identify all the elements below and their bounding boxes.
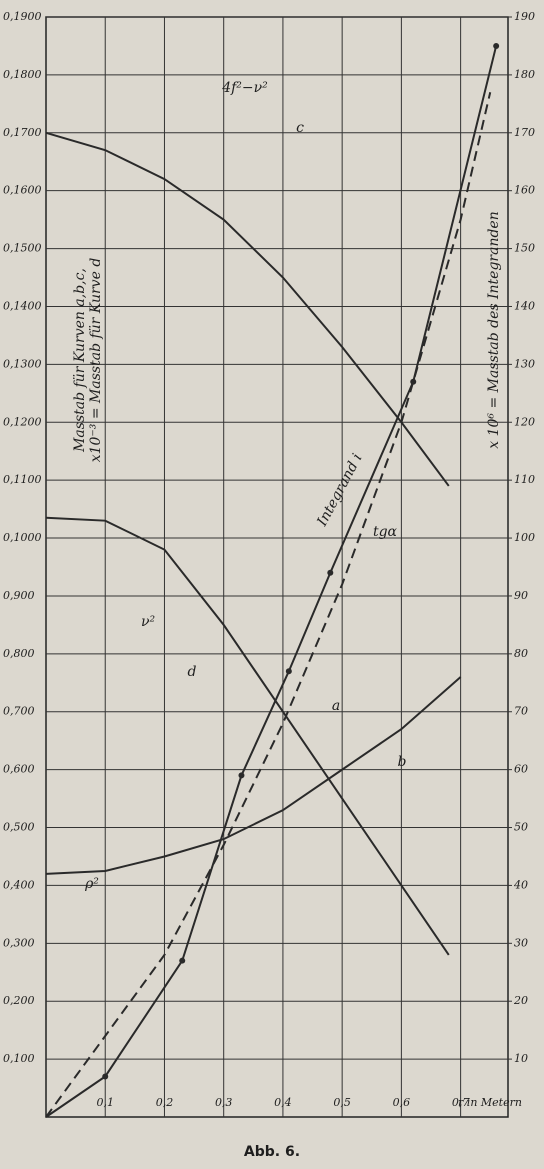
y-axis-label: Masstab für Kurven a,b,c, bbox=[72, 268, 88, 453]
y-tick-label: 0,400 bbox=[3, 878, 35, 891]
y2-tick-label: 20 bbox=[513, 994, 528, 1007]
caption: Abb. 6. bbox=[244, 1144, 300, 1160]
y2-tick-label: 140 bbox=[514, 299, 535, 312]
curve bbox=[45, 131, 450, 487]
y2-tick-label: 50 bbox=[514, 821, 528, 834]
y-axis-label: x10⁻³ = Masstab für Kurve d bbox=[88, 258, 104, 463]
annotation: 4f²−ν² bbox=[221, 80, 268, 96]
y-tick-label: 0,300 bbox=[3, 936, 35, 949]
y-tick-label: 0,200 bbox=[3, 994, 35, 1007]
y-tick-label: 0,800 bbox=[3, 647, 35, 660]
y-tick-label: 0,1800 bbox=[3, 68, 42, 81]
curve bbox=[45, 92, 492, 1118]
annotation: ρ² bbox=[84, 876, 99, 892]
y2-tick-label: 70 bbox=[514, 705, 528, 718]
y2-tick-label: 110 bbox=[514, 473, 535, 486]
y2-tick-label: 180 bbox=[514, 68, 535, 81]
y2-tick-label: 130 bbox=[514, 357, 535, 370]
y2-tick-label: 80 bbox=[514, 647, 528, 660]
y2-tick-label: 120 bbox=[514, 415, 535, 428]
y-tick-label: 0,1400 bbox=[3, 299, 42, 312]
y-tick-label: 0,1100 bbox=[3, 473, 42, 486]
y-tick-label: 0,900 bbox=[3, 589, 35, 602]
x-tick-label: 0,5 bbox=[333, 1096, 351, 1109]
y2-tick-label: 190 bbox=[514, 10, 535, 23]
curve bbox=[45, 676, 462, 875]
y-tick-label: 0,1300 bbox=[3, 357, 42, 370]
x-tick-label: 0,3 bbox=[215, 1096, 233, 1109]
y2-tick-label: 90 bbox=[514, 589, 528, 602]
y2-tick-label: 30 bbox=[514, 936, 528, 949]
x-tick-label: 0,1 bbox=[96, 1096, 114, 1109]
curve bbox=[45, 516, 450, 956]
y-tick-label: 0,1500 bbox=[3, 242, 42, 255]
annotation: ν² bbox=[141, 614, 156, 630]
curve bbox=[45, 45, 498, 1118]
series-label: d bbox=[188, 664, 197, 680]
series-label: b bbox=[398, 754, 407, 770]
y-tick-label: 0,1700 bbox=[3, 126, 42, 139]
point bbox=[493, 42, 500, 49]
y-tick-label: 0,1600 bbox=[3, 184, 42, 197]
point bbox=[410, 378, 417, 385]
point bbox=[102, 1073, 109, 1080]
y2-axis-label: x 10⁶ = Masstab des Integranden bbox=[486, 211, 502, 448]
point bbox=[179, 957, 186, 964]
point bbox=[285, 668, 292, 675]
point bbox=[238, 772, 245, 779]
y-tick-label: 0,600 bbox=[3, 763, 35, 776]
x-tick-label: 0,4 bbox=[274, 1096, 292, 1109]
y2-tick-label: 40 bbox=[513, 878, 528, 891]
annotation: tgα bbox=[373, 524, 398, 540]
y-tick-label: 0,500 bbox=[3, 821, 35, 834]
series-label: c bbox=[296, 120, 304, 136]
y-tick-label: 0,700 bbox=[3, 705, 35, 718]
point bbox=[327, 569, 334, 576]
y-tick-label: 0,100 bbox=[3, 1052, 35, 1065]
x-tick-label: 0,7 bbox=[452, 1096, 470, 1109]
y2-tick-label: 100 bbox=[514, 531, 535, 544]
y-tick-label: 0,1900 bbox=[3, 10, 42, 23]
x-tick-label: 0,2 bbox=[156, 1096, 174, 1109]
y2-tick-label: 60 bbox=[514, 763, 528, 776]
y2-tick-label: 10 bbox=[514, 1052, 528, 1065]
y2-tick-label: 150 bbox=[514, 242, 535, 255]
y2-tick-label: 170 bbox=[514, 126, 535, 139]
y-tick-label: 0,1200 bbox=[3, 415, 42, 428]
x-tick-label: 0,6 bbox=[393, 1096, 411, 1109]
series-label: a bbox=[332, 698, 340, 714]
y-tick-label: 0,1000 bbox=[3, 531, 42, 544]
y2-tick-label: 160 bbox=[514, 184, 535, 197]
x-axis-label: r in Metern bbox=[458, 1096, 522, 1109]
